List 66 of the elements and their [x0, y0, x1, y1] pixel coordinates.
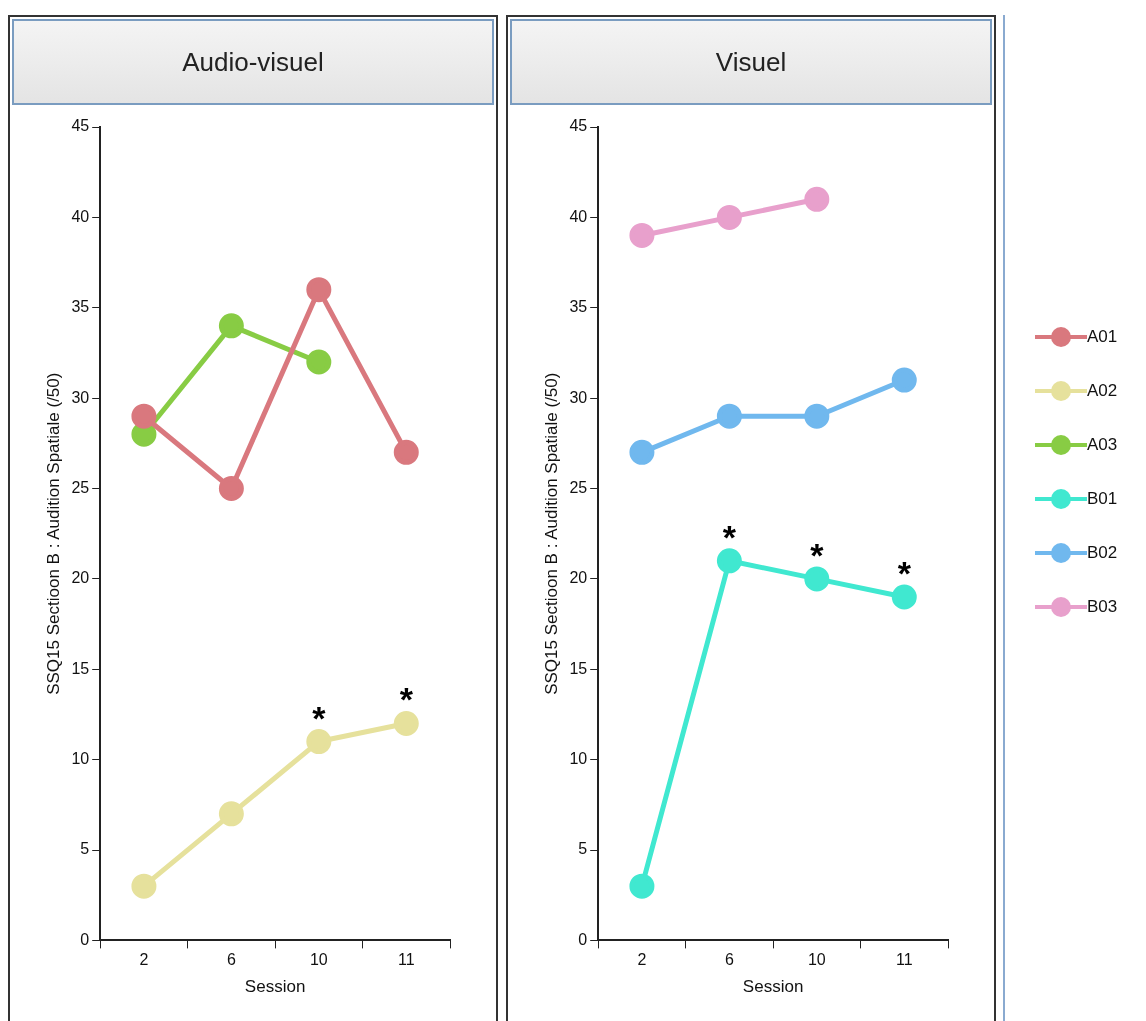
point [891, 584, 917, 610]
y-tick-label: 0 [80, 930, 90, 948]
x-axis-title: Session [244, 977, 306, 997]
x-tick-label: 2 [637, 951, 647, 969]
y-tick-label: 5 [80, 840, 90, 858]
y-tick-label: 35 [569, 298, 588, 316]
y-tick-label: 0 [578, 930, 588, 948]
y-tick-label: 20 [569, 569, 588, 587]
point [306, 349, 332, 375]
y-tick-label: 45 [71, 117, 90, 135]
annotation: * [722, 517, 737, 556]
y-tick-label: 5 [578, 840, 588, 858]
y-tick-label: 10 [71, 750, 90, 768]
point [306, 277, 332, 303]
point [218, 313, 244, 339]
point [218, 476, 244, 502]
legend-label: A02 [1087, 381, 1118, 401]
legend-label: B02 [1087, 543, 1118, 563]
y-tick-label: 35 [71, 298, 90, 316]
point [393, 439, 419, 465]
point [716, 204, 742, 230]
y-tick-label: 40 [71, 207, 90, 225]
legend-label: A01 [1087, 327, 1118, 347]
y-tick-label: 45 [569, 117, 588, 135]
point [306, 729, 332, 755]
point [804, 566, 830, 592]
point [716, 548, 742, 574]
chart-title: Audio-visuel [12, 19, 494, 105]
x-tick-label: 6 [724, 951, 734, 969]
point [629, 222, 655, 248]
x-tick-label: 11 [895, 951, 913, 969]
legend-label: A03 [1087, 435, 1118, 455]
point [629, 873, 655, 899]
x-tick-label: 6 [226, 951, 236, 969]
y-tick-label: 10 [569, 750, 588, 768]
y-axis-title: SSQ15 Sectioon B : Audition Spatiale (/50) [541, 372, 561, 695]
x-tick-label: 11 [397, 951, 415, 969]
y-tick-label: 20 [71, 569, 90, 587]
x-tick-label: 2 [139, 951, 149, 969]
point [629, 439, 655, 465]
x-axis-title: Session [742, 977, 804, 997]
annotation: * [312, 698, 327, 737]
legend-label: B01 [1087, 489, 1118, 509]
legend-label: B03 [1087, 597, 1118, 617]
y-tick-label: 25 [569, 478, 588, 496]
x-tick-label: 10 [309, 951, 328, 969]
point [131, 403, 157, 429]
y-tick-label: 30 [71, 388, 90, 406]
y-tick-label: 15 [71, 659, 90, 677]
point [218, 801, 244, 827]
annotation: * [897, 553, 912, 592]
y-tick-label: 40 [569, 207, 588, 225]
point [804, 403, 830, 429]
y-tick-label: 25 [71, 478, 90, 496]
point [891, 367, 917, 393]
y-tick-label: 15 [569, 659, 588, 677]
point [804, 186, 830, 212]
annotation: * [810, 535, 825, 574]
y-tick-label: 30 [569, 388, 588, 406]
x-tick-label: 10 [807, 951, 826, 969]
y-axis-title: SSQ15 Sectioon B : Audition Spatiale (/50) [43, 372, 63, 695]
annotation: * [399, 680, 414, 719]
point [716, 403, 742, 429]
chart-title: Visuel [510, 19, 992, 105]
point [131, 873, 157, 899]
point [393, 710, 419, 736]
